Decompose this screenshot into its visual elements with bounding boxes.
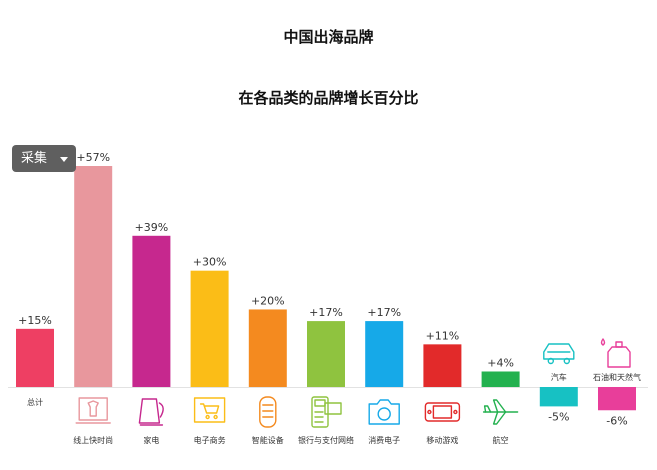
bar-4: [248, 309, 287, 387]
airplane-icon: [482, 399, 519, 425]
category-label-10: 石油和天然气: [593, 372, 641, 382]
bar-1: [74, 166, 113, 387]
chart-title: 中国出海品牌: [283, 28, 374, 46]
category-label-7: 移动游戏: [426, 435, 458, 445]
bar-8: [481, 371, 520, 387]
oil-bottle-icon: [600, 338, 631, 368]
value-label-8: +4%: [487, 356, 514, 369]
category-label-8: 航空: [493, 435, 509, 445]
bar-9: [539, 387, 578, 407]
game-console-icon: [424, 402, 461, 422]
bar-0: [16, 328, 54, 387]
category-label-9: 汽车: [551, 372, 567, 382]
value-label-9: -5%: [548, 410, 569, 423]
bar-10: [598, 387, 636, 411]
category-label-1: 线上快时尚: [73, 435, 113, 445]
bar-5: [307, 321, 345, 387]
bar-6: [365, 321, 404, 387]
bar-3: [190, 270, 229, 387]
collect-button-label: 采集: [21, 151, 48, 166]
camera-icon: [368, 399, 400, 425]
collect-button[interactable]: 采集: [12, 145, 76, 172]
value-label-3: +30%: [193, 256, 227, 269]
shopping-cart-icon: [193, 397, 226, 423]
value-label-6: +17%: [367, 306, 401, 319]
plot-area: +15% 总计 +57% 线上快时尚 +39% 家电 +30% 电子商务 +20% 智能设备 +17…: [8, 151, 648, 445]
category-label-3: 电子商务: [194, 435, 226, 445]
category-label-0: 总计: [27, 397, 43, 407]
car-icon: [543, 343, 575, 365]
category-label-6: 消费电子: [368, 435, 400, 445]
caret-down-icon: [60, 157, 68, 162]
category-label-4: 智能设备: [252, 435, 284, 445]
value-label-5: +17%: [309, 306, 343, 319]
category-label-2: 家电: [143, 435, 159, 445]
bar-7: [423, 344, 462, 387]
smart-speaker-icon: [259, 396, 277, 428]
value-label-0: +15%: [18, 314, 52, 327]
chart-subtitle: 在各品类的品牌增长百分比: [238, 89, 419, 107]
kettle-icon: [138, 398, 164, 426]
value-label-7: +11%: [426, 329, 460, 342]
value-label-1: +57%: [76, 151, 110, 164]
bar-2: [132, 235, 171, 387]
laptop-shirt-icon: [75, 397, 111, 424]
card-terminal-icon: [311, 396, 342, 428]
value-label-2: +39%: [135, 221, 169, 234]
value-label-4: +20%: [251, 294, 285, 307]
category-label-5: 银行与支付网络: [298, 435, 354, 445]
value-label-10: -6%: [606, 414, 627, 427]
